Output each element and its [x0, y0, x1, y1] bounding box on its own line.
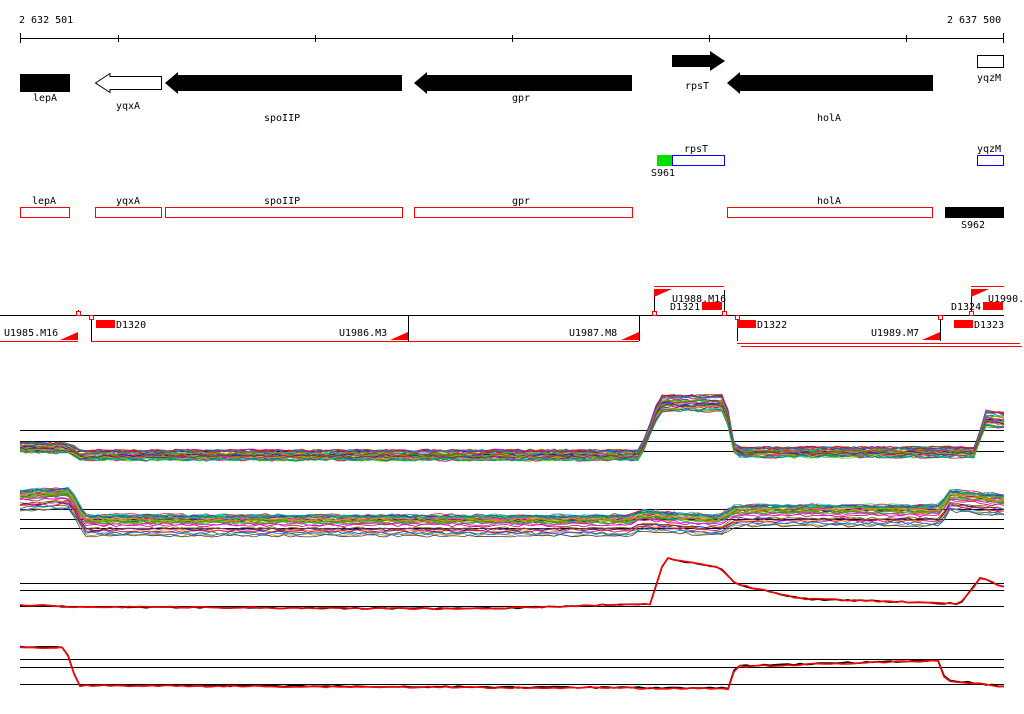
expression-curve	[19, 394, 1005, 453]
gene-holA[interactable]	[727, 72, 933, 94]
segment-flags	[60, 289, 989, 340]
expression-curve	[19, 395, 1005, 454]
expression-curve	[19, 397, 1005, 455]
operon-label-yqzM: yqzM	[977, 144, 1001, 155]
gene-label-yqzM: yqzM	[977, 73, 1001, 84]
gene-rpsT[interactable]	[672, 51, 725, 71]
expression-curve	[19, 505, 1005, 536]
segment-label-U1986: U1986.M3	[339, 328, 387, 339]
expression-track-3	[19, 557, 1005, 611]
transcript-label-holA: holA	[817, 196, 841, 207]
operon-track: rpsT S961 yqzM	[651, 144, 1004, 179]
segment-label-U1989: U1989.M7	[871, 328, 919, 339]
transcript-label-spoIIP: spoIIP	[264, 196, 300, 207]
expression-curve	[19, 408, 1005, 462]
gene-spoIIP[interactable]	[165, 72, 402, 94]
transcript-spoIIP[interactable]	[165, 207, 403, 218]
expression-curve	[19, 488, 1005, 518]
expression-curve	[19, 557, 1005, 611]
transcript-track: lepA yqxA spoIIP gpr holA S962	[20, 196, 1004, 231]
segment-label-U1985: U1985.M16	[4, 328, 58, 339]
transcript-label-lepA: lepA	[32, 196, 56, 207]
transcript-holA[interactable]	[727, 207, 933, 218]
expression-curve	[19, 394, 1005, 453]
expression-curve	[19, 488, 1004, 519]
segment-spans	[0, 286, 1022, 347]
operon-rpsT[interactable]	[672, 155, 725, 166]
segment-junctions	[76, 311, 974, 320]
ruler-ticks	[20, 33, 1004, 43]
transcript-label-gpr: gpr	[512, 196, 530, 207]
segmentation-track: U1985.M16 U1986.M3 U1987.M8 U1988.M16 U1…	[0, 286, 1024, 347]
segment-label-D1324: D1324	[951, 302, 981, 313]
gene-yqxA[interactable]	[94, 72, 162, 94]
expression-curve	[19, 488, 1005, 520]
expression-curve	[19, 405, 1005, 460]
operon-label-rpsT: rpsT	[684, 144, 708, 155]
segment-label-D1320: D1320	[116, 320, 146, 331]
expression-curve	[19, 494, 1005, 525]
expression-curve	[19, 489, 1005, 520]
transcript-lepA[interactable]	[20, 207, 70, 218]
expression-curve	[19, 403, 1005, 459]
segment-label-U1987: U1987.M8	[569, 328, 617, 339]
operon-yqzM[interactable]	[977, 155, 1004, 166]
segment-label-U1988: U1988.M16	[672, 294, 726, 305]
gene-label-gpr: gpr	[512, 93, 530, 104]
expression-curve	[19, 500, 1005, 531]
expression-curve	[19, 496, 1005, 527]
expression-curve	[19, 394, 1005, 453]
down-segments	[96, 302, 1003, 328]
transcript-label-yqxA: yqxA	[116, 196, 140, 207]
gene-track: lepA yqxA spoIIP gpr rpsT holA yqzM	[20, 51, 1004, 124]
expression-curve	[19, 398, 1005, 456]
expression-curve	[19, 400, 1005, 457]
expression-track-2	[19, 486, 1005, 538]
expression-curve	[19, 507, 1005, 538]
expression-curve	[19, 396, 1005, 454]
expression-curve	[19, 403, 1005, 459]
gene-yqzM[interactable]	[977, 55, 1004, 68]
feature-S962[interactable]	[945, 207, 1004, 218]
expression-curve	[19, 394, 1005, 453]
gene-label-yqxA: yqxA	[116, 101, 140, 112]
feature-label-S962: S962	[961, 220, 985, 231]
ruler-end-label: 2 637 500	[947, 15, 1001, 26]
expression-track-4	[19, 645, 1005, 691]
gene-label-lepA: lepA	[33, 93, 57, 104]
expression-curve	[19, 497, 1005, 528]
transcript-gpr[interactable]	[414, 207, 633, 218]
gene-gpr[interactable]	[414, 72, 632, 94]
feature-label-S961: S961	[651, 168, 675, 179]
coordinate-ruler: 2 632 501 2 637 500	[19, 15, 1004, 43]
expression-curve	[19, 395, 1005, 454]
segment-label-D1322: D1322	[757, 320, 787, 331]
expression-curve	[19, 491, 1005, 522]
ruler-start-label: 2 632 501	[19, 15, 73, 26]
gene-label-spoIIP: spoIIP	[264, 113, 300, 124]
feature-S961[interactable]	[657, 155, 672, 166]
expression-curve	[19, 646, 1005, 691]
expression-curve	[19, 489, 1005, 520]
segment-label-D1321: D1321	[670, 302, 700, 313]
segment-label-D1323: D1323	[974, 320, 1004, 331]
gene-label-holA: holA	[817, 113, 841, 124]
segment-label-U1990: U1990.	[988, 294, 1024, 305]
gene-lepA[interactable]	[20, 74, 70, 92]
transcript-yqxA[interactable]	[95, 207, 162, 218]
gene-label-rpsT: rpsT	[685, 81, 709, 92]
expression-curve	[20, 393, 1005, 453]
expression-track-1	[19, 393, 1005, 462]
expression-curve	[19, 399, 1005, 456]
